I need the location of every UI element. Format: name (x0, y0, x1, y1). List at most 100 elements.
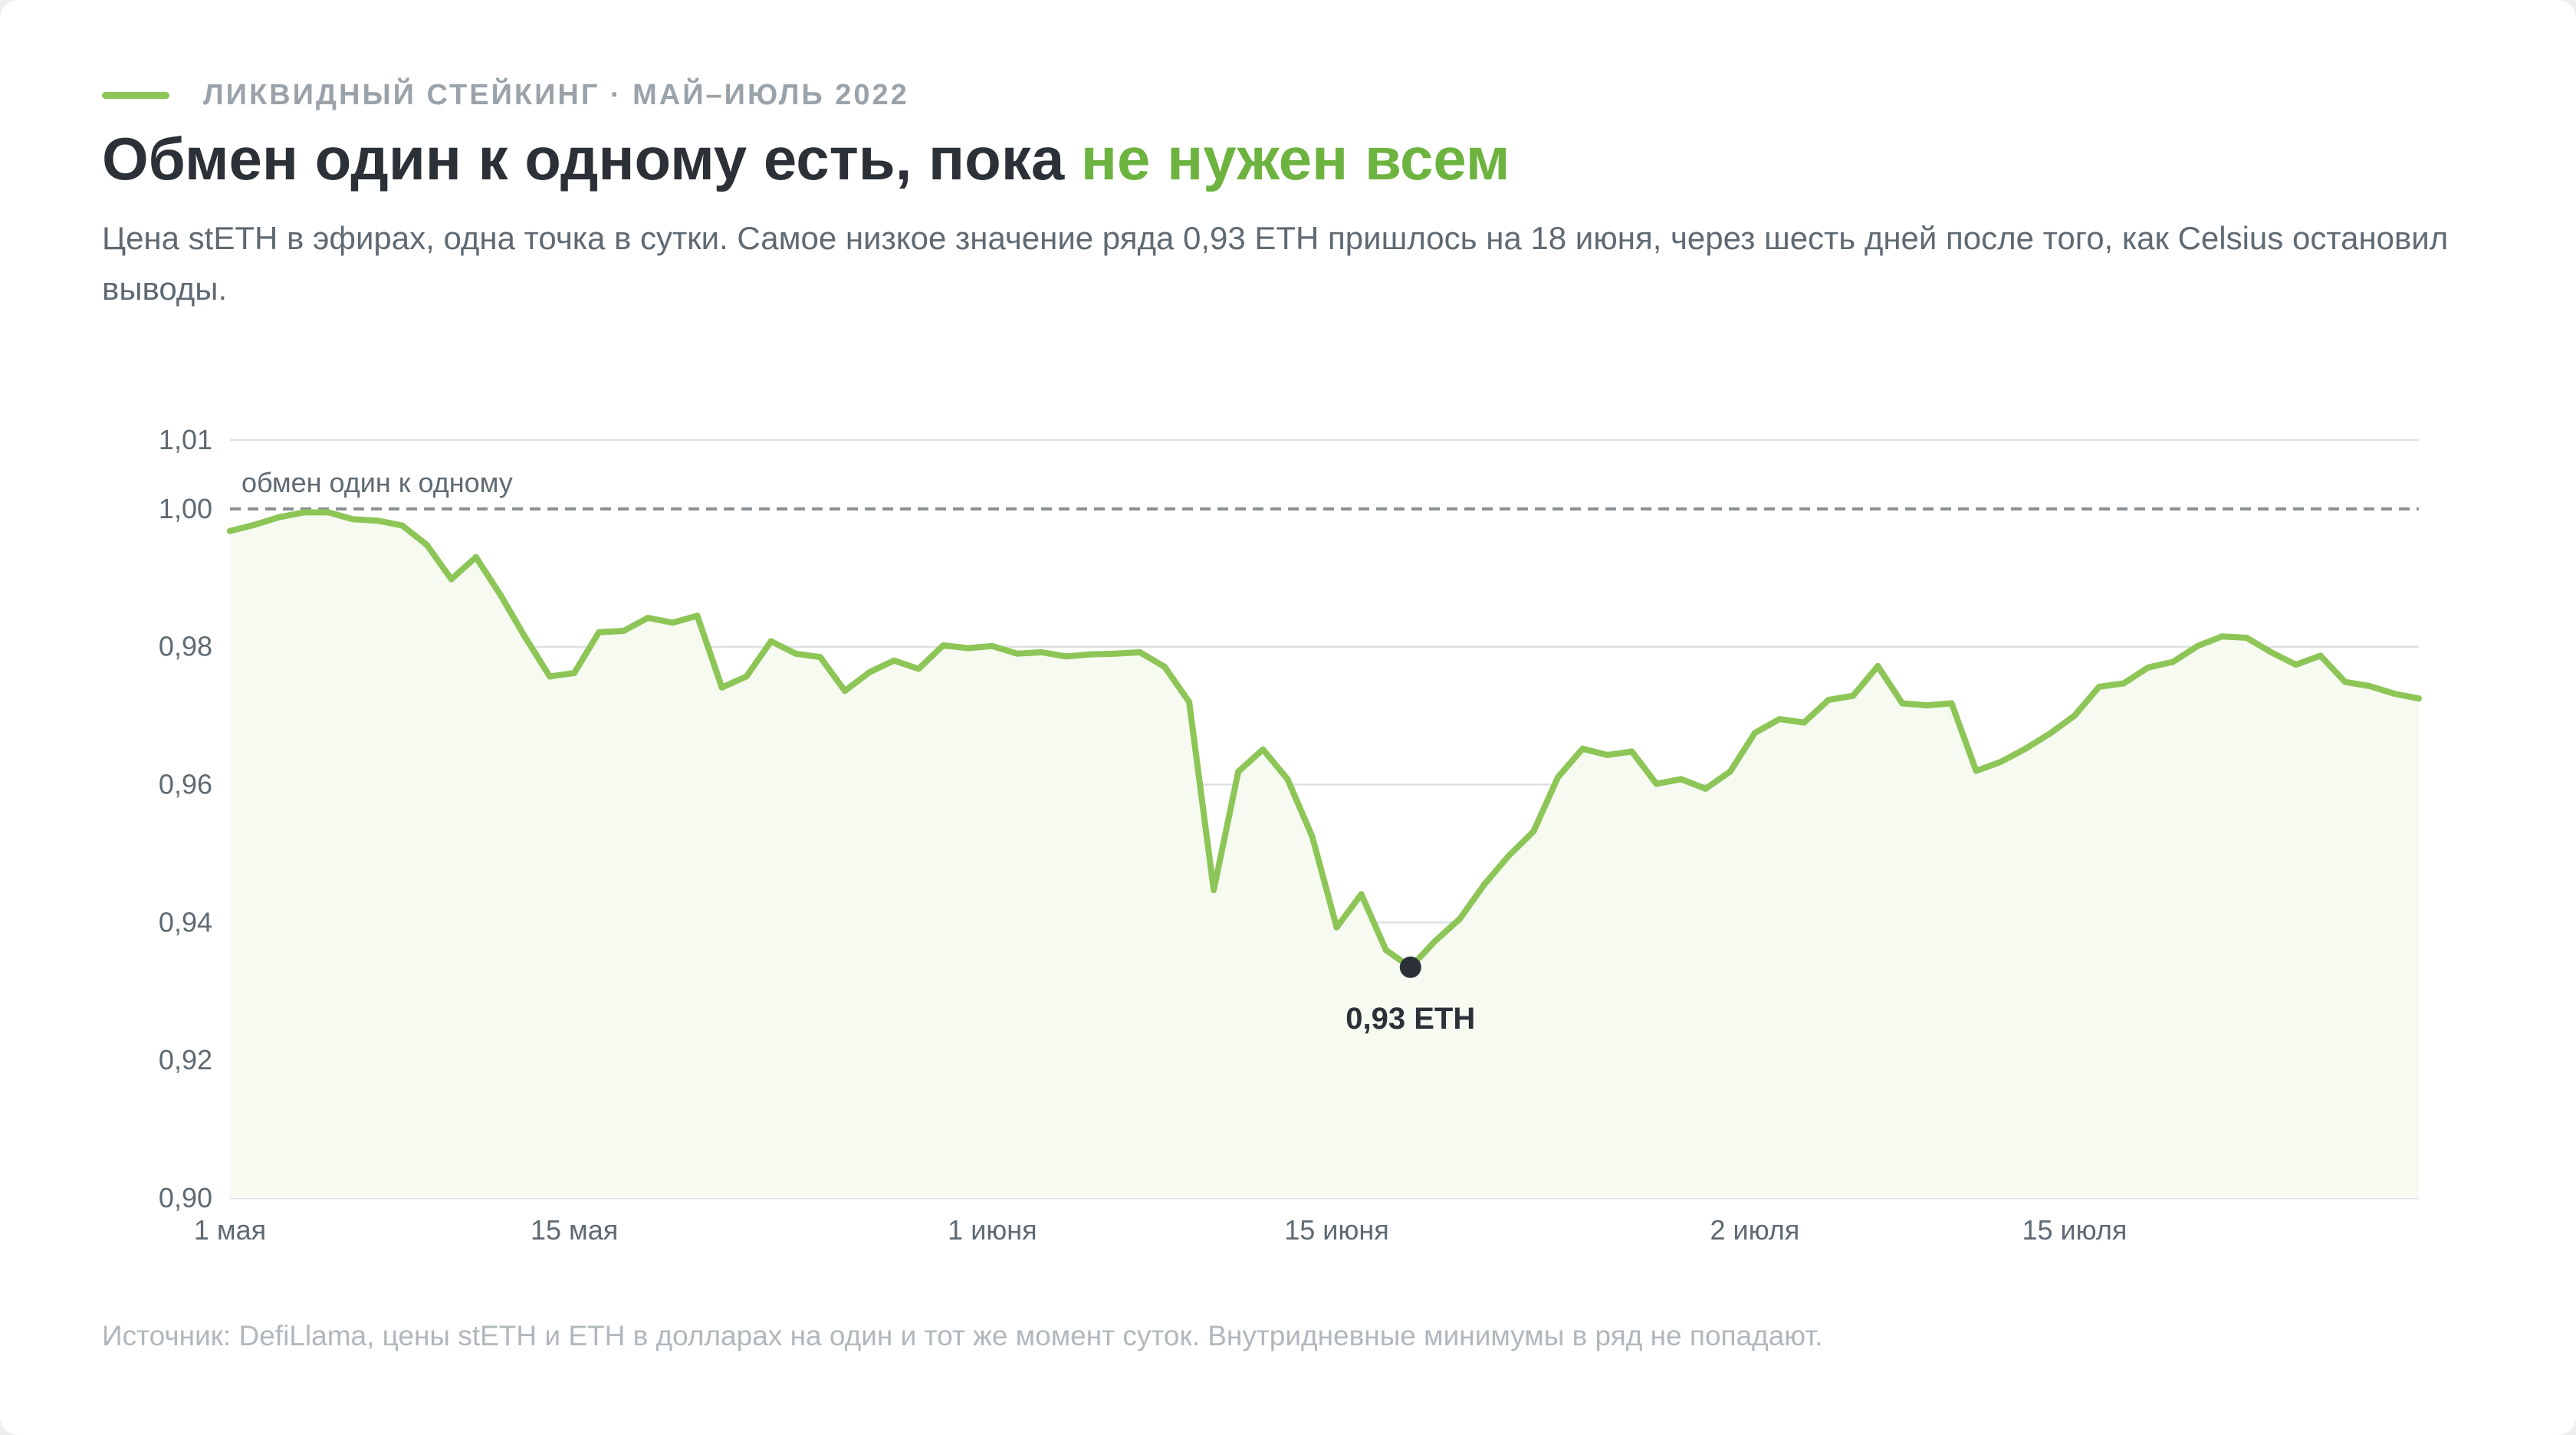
data-point (1653, 780, 1660, 787)
data-point (2046, 731, 2053, 737)
data-point (301, 509, 307, 516)
data-point (816, 654, 823, 661)
x-axis-ticks: 1 мая 15 мая 1 июня 15 июня 2 июля 15 июля (194, 1214, 2127, 1246)
data-point (497, 592, 504, 599)
data-point (325, 509, 332, 516)
data-point (472, 553, 479, 560)
data-point (1481, 881, 1487, 888)
area-fill (230, 512, 2419, 1198)
data-point (1555, 773, 1562, 780)
data-point (1431, 938, 1438, 944)
data-point (964, 645, 971, 652)
data-point (2366, 683, 2373, 689)
source-note: Источник: DefiLlama, цены stETH и ETH в … (102, 1320, 1823, 1351)
y-axis-ticks: 1,01 1,00 0,98 0,96 0,94 0,92 0,90 (159, 424, 212, 1213)
data-point (1014, 650, 1020, 657)
data-point (915, 665, 922, 672)
x-tick-label: 1 мая (194, 1214, 266, 1246)
data-point (1948, 700, 1955, 707)
data-point (276, 514, 283, 520)
series-line-steth (227, 509, 2422, 970)
peg-reference-label: обмен один к одному (242, 467, 513, 498)
minimum-point-label: 0,93 ETH (1346, 1002, 1475, 1036)
y-tick-label: 0,94 (159, 906, 212, 938)
data-point (1506, 852, 1513, 859)
data-point (767, 638, 774, 645)
data-point (2194, 642, 2201, 649)
data-point (227, 527, 233, 534)
data-point (645, 615, 652, 621)
data-point (1727, 768, 1733, 775)
data-point (2096, 683, 2102, 690)
data-point (1038, 649, 1045, 655)
data-point (251, 521, 258, 528)
data-point (1063, 653, 1070, 660)
data-point (521, 634, 528, 641)
data-point (1309, 833, 1316, 839)
data-point (1899, 700, 1906, 707)
data-point (1087, 651, 1094, 658)
data-point (866, 669, 872, 675)
data-point (1850, 692, 1857, 699)
data-point (989, 642, 996, 649)
data-point (1186, 698, 1193, 705)
data-point (399, 522, 406, 529)
data-point (571, 669, 578, 676)
data-point (1456, 915, 1463, 922)
data-point (620, 628, 627, 634)
x-tick-label: 15 июня (1284, 1214, 1389, 1246)
data-point (2341, 678, 2348, 685)
data-point (547, 673, 553, 680)
data-point (1112, 650, 1119, 657)
data-point (2243, 635, 2250, 641)
data-point (669, 619, 676, 626)
data-point (940, 642, 947, 649)
chart-subtitle: Цена stETH в эфирах, одна точка в сутки.… (102, 220, 2449, 307)
data-point (423, 541, 430, 548)
x-tick-label: 2 июля (1710, 1214, 1799, 1246)
data-point (2416, 695, 2422, 702)
data-point (1973, 767, 1980, 774)
data-point (1579, 745, 1586, 752)
data-point (2268, 649, 2275, 655)
data-point (1677, 776, 1684, 783)
eyebrow: ЛИКВИДНЫЙ СТЕЙКИНГ · МАЙ–ИЮЛЬ 2022 (102, 75, 909, 115)
data-point (2390, 690, 2397, 697)
data-point (718, 684, 725, 691)
data-point (1235, 768, 1242, 775)
data-point (374, 517, 381, 524)
y-tick-label: 0,96 (159, 769, 212, 800)
x-tick-label: 15 мая (531, 1214, 618, 1246)
data-point (350, 516, 356, 523)
data-point (842, 688, 848, 695)
data-point (2145, 664, 2152, 671)
chart-title-accent: не нужен всем (1080, 125, 1510, 192)
minimum-point-marker (1399, 956, 1421, 978)
data-point (1211, 887, 1217, 894)
data-point (1751, 730, 1758, 737)
y-tick-label: 0,90 (159, 1182, 212, 1213)
data-point (448, 576, 455, 583)
data-point (2022, 745, 2029, 752)
y-tick-label: 0,92 (159, 1044, 212, 1075)
data-point (1825, 697, 1832, 703)
data-point (596, 629, 603, 635)
data-point (2071, 712, 2078, 719)
data-point (1924, 702, 1930, 709)
chart-title: Обмен один к одному есть, пока не нужен … (102, 124, 1510, 194)
data-point (1136, 649, 1143, 655)
data-point (1776, 716, 1783, 723)
data-point (1358, 891, 1365, 898)
y-tick-label: 1,01 (159, 424, 212, 455)
data-point (1604, 751, 1611, 758)
data-point (1997, 758, 2004, 765)
data-point (1801, 719, 1807, 726)
data-point (1260, 746, 1267, 753)
data-point (1702, 785, 1709, 792)
data-point (2292, 662, 2299, 668)
data-point (743, 673, 750, 680)
data-point (694, 612, 701, 619)
data-point (1530, 828, 1537, 835)
data-point (891, 657, 898, 664)
